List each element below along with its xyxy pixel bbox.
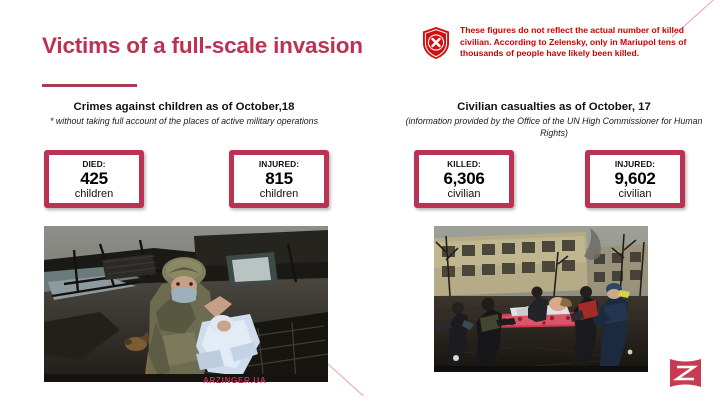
stat-unit: children [74, 187, 114, 200]
stat-value: 9,602 [614, 168, 656, 188]
column-children: Crimes against children as of October,18… [24, 100, 344, 128]
stat-box-children-died: DIED: 425 children [44, 150, 144, 208]
stat-value: 6,306 [443, 168, 485, 188]
page-title: Victims of a full-scale invasion [42, 33, 363, 58]
stat-unit: children [259, 187, 299, 200]
stat-box-civilians-killed: KILLED: 6,306 civilian [414, 150, 514, 208]
stat-unit: civilian [447, 187, 481, 200]
disclaimer-note: These figures do not reflect the actual … [421, 25, 713, 60]
disclaimer-text: These figures do not reflect the actual … [460, 25, 687, 59]
arzinger-z-logo [669, 358, 702, 388]
decorative-corner-line-bottom-right [324, 360, 364, 397]
stat-label: INJURED: [258, 158, 300, 169]
stat-value: 425 [80, 168, 108, 188]
footer-brand: ARZINGER.UA [203, 376, 267, 385]
stat-label: DIED: [82, 158, 106, 169]
column-civilians-heading: Civilian casualties as of October, 17 [457, 101, 651, 113]
stat-row-children: DIED: 425 children INJURED: 815 children [44, 150, 329, 208]
soldier-carrying-infant-photo [44, 226, 328, 382]
stat-value: 815 [265, 168, 293, 188]
stat-box-civilians-injured: INJURED: 9,602 civilian [585, 150, 685, 208]
stat-box-children-injured: INJURED: 815 children [229, 150, 329, 208]
shield-x-icon [421, 26, 451, 60]
column-children-heading: Crimes against children as of October,18 [73, 101, 295, 113]
stat-unit: civilian [618, 187, 652, 200]
column-civilians: Civilian casualties as of October, 17 (i… [394, 100, 714, 139]
column-civilians-subheading: (information provided by the Office of t… [405, 116, 703, 138]
column-children-subheading: * without taking full account of the pla… [50, 116, 318, 126]
title-underline-rule [42, 84, 137, 87]
mariupol-maternity-hospital-photo [434, 226, 648, 372]
stat-row-civilians: KILLED: 6,306 civilian INJURED: 9,602 ci… [414, 150, 685, 208]
stat-label: INJURED: [614, 158, 656, 169]
stat-label: KILLED: [447, 158, 481, 169]
